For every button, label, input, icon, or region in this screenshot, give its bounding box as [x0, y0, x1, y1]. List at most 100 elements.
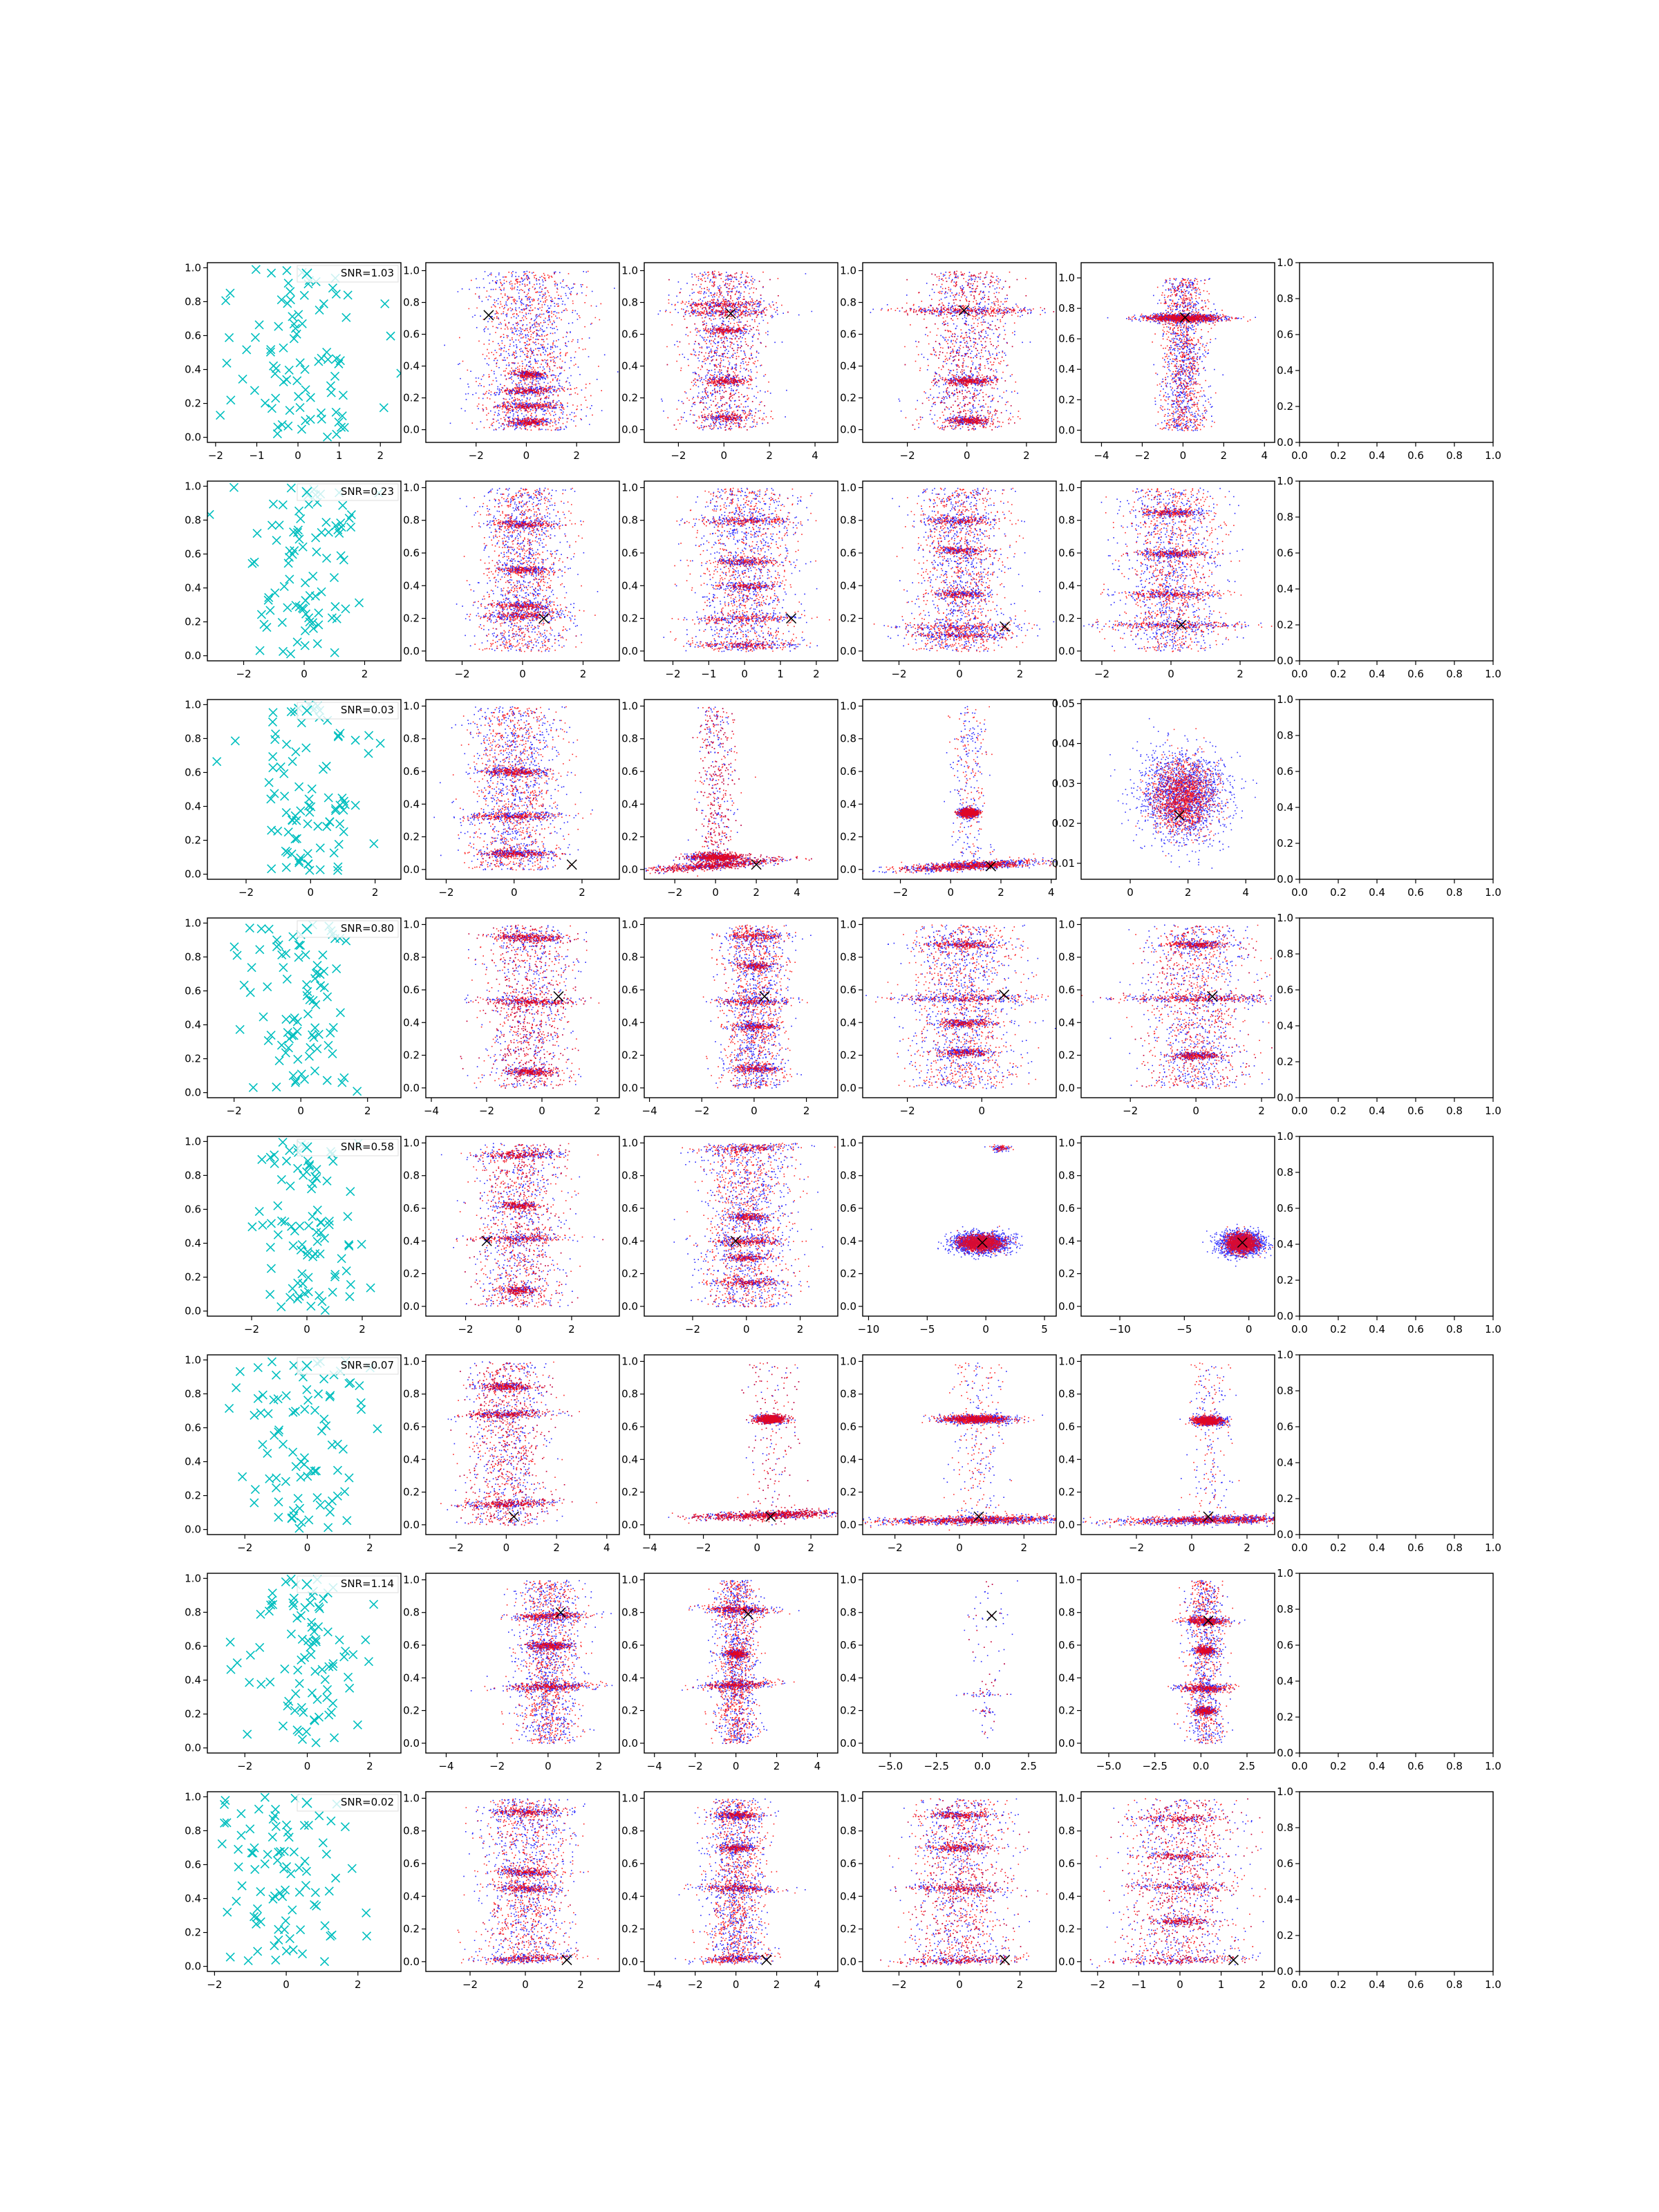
y-tick-label: 0.8 — [1058, 1170, 1075, 1182]
y-tick-label: 1.0 — [621, 1355, 638, 1367]
y-tick-label: 0.4 — [1058, 1016, 1075, 1029]
sample-marker — [236, 1830, 246, 1840]
sample-marker — [325, 1392, 335, 1402]
sample-marker — [310, 1900, 319, 1910]
y-tick-label: 0.2 — [185, 1490, 201, 1502]
sample-marker — [306, 802, 316, 812]
x-tick-label: −5 — [919, 1323, 935, 1335]
plot-area: SNR=0.07 — [224, 1356, 399, 1533]
panel-r2-c4: −2 0 2 0.0 0.2 0.4 0.6 0.8 1.0 — [840, 480, 1057, 680]
y-tick-label: 0.0 — [621, 424, 638, 436]
sample-marker — [285, 1145, 294, 1156]
sample-marker — [289, 1360, 299, 1370]
x-tick-label: −2 — [462, 1978, 478, 1991]
sample-marker — [248, 1082, 258, 1092]
x-tick-label: 0.8 — [1446, 1323, 1463, 1335]
sample-marker — [281, 1391, 291, 1400]
sample-marker — [289, 1031, 299, 1040]
plot-area — [657, 270, 813, 431]
sample-marker — [254, 1804, 263, 1814]
panel-r3-c6: 0.0 0.2 0.4 0.6 0.8 1.0 0.0 0.2 0.4 0.6 0.8 1.0 — [1277, 693, 1501, 899]
sample-marker — [297, 1517, 306, 1527]
y-tick-label: 0.8 — [185, 732, 201, 744]
sample-marker — [345, 1683, 355, 1693]
x-tick-label: 0.2 — [1330, 449, 1347, 462]
sample-marker — [290, 1078, 300, 1087]
sample-marker — [301, 578, 310, 588]
sample-marker — [217, 1839, 227, 1849]
sample-marker — [281, 948, 291, 958]
sample-marker — [294, 856, 304, 866]
legend-label: SNR=0.03 — [341, 704, 394, 716]
sample-marker — [291, 1076, 301, 1086]
sample-marker — [273, 1394, 283, 1404]
x-tick-label: −2 — [208, 449, 223, 462]
y-tick-label: 0.6 — [840, 1639, 856, 1651]
y-tick-label: 0.4 — [1058, 1453, 1075, 1465]
sample-marker — [334, 418, 344, 427]
x-tick-label: −1 — [1131, 1978, 1146, 1991]
x-tick-label: 2 — [355, 1978, 362, 1991]
sample-marker — [270, 369, 280, 379]
sample-marker — [300, 1405, 310, 1414]
y-tick-label: 1.0 — [840, 1355, 856, 1367]
sample-marker — [312, 960, 322, 971]
axes-frame — [862, 917, 1057, 1098]
panel-r4-c3: −4 −2 0 2 0.0 0.2 0.4 0.6 0.8 1.0 — [621, 917, 838, 1117]
y-tick-label: 0.8 — [1277, 1385, 1293, 1397]
sample-marker — [258, 1390, 268, 1400]
x-tick-label: 0.6 — [1407, 1105, 1424, 1117]
y-tick-label: 0.6 — [621, 1202, 638, 1215]
y-tick-label: 0.0 — [1277, 1528, 1293, 1541]
y-tick-label: 0.2 — [840, 392, 856, 404]
sample-marker — [285, 546, 294, 556]
sample-marker — [336, 518, 346, 528]
sample-marker — [281, 1015, 291, 1024]
y-tick-label: 0.8 — [185, 514, 201, 526]
sample-marker — [308, 1212, 317, 1221]
sample-marker — [279, 343, 288, 353]
x-tick-label: 2.5 — [1020, 1760, 1037, 1772]
sample-marker — [345, 1292, 355, 1302]
sample-marker — [277, 617, 287, 628]
sample-marker — [324, 1886, 334, 1896]
sample-marker — [311, 968, 321, 978]
red-series-points — [671, 1362, 838, 1526]
sample-marker — [302, 991, 312, 1000]
sample-marker — [273, 1201, 283, 1210]
sample-marker — [299, 1074, 310, 1084]
plot-area — [470, 1580, 613, 1744]
y-tick-label: 0.8 — [1277, 729, 1293, 742]
sample-marker — [243, 1730, 252, 1739]
x-tick-label: 2 — [580, 668, 587, 680]
y-tick-label: 0.0 — [185, 1305, 201, 1318]
y-tick-label: 0.6 — [403, 1202, 420, 1215]
sample-marker — [317, 1426, 326, 1436]
y-tick-label: 0.2 — [621, 1268, 638, 1280]
y-tick-label: 0.0 — [403, 1519, 420, 1531]
sample-marker — [307, 1688, 317, 1698]
sample-marker — [276, 1302, 286, 1311]
y-tick-label: 1.0 — [185, 698, 201, 711]
y-tick-label: 0.4 — [621, 1235, 638, 1247]
sample-marker — [268, 1588, 277, 1598]
y-tick-label: 0.4 — [403, 1235, 420, 1247]
sample-marker — [330, 1733, 339, 1743]
y-tick-label: 0.8 — [1058, 514, 1075, 527]
sample-marker — [256, 924, 266, 934]
sample-marker — [285, 1934, 294, 1944]
y-tick-label: 0.6 — [621, 765, 638, 778]
x-marker — [986, 1610, 997, 1621]
sample-marker — [323, 355, 333, 364]
sample-marker — [327, 613, 337, 623]
y-tick-label: 0.6 — [621, 1639, 638, 1651]
y-tick-label: 0.4 — [621, 1890, 638, 1902]
sample-marker — [364, 1657, 374, 1667]
sample-marker — [355, 1381, 364, 1391]
y-tick-label: 0.8 — [621, 733, 638, 745]
y-tick-label: 1.0 — [840, 481, 856, 494]
axes-frame — [207, 917, 402, 1098]
x-tick-label: −2 — [900, 1105, 915, 1117]
sample-marker — [299, 1707, 308, 1717]
sample-marker — [251, 265, 261, 274]
